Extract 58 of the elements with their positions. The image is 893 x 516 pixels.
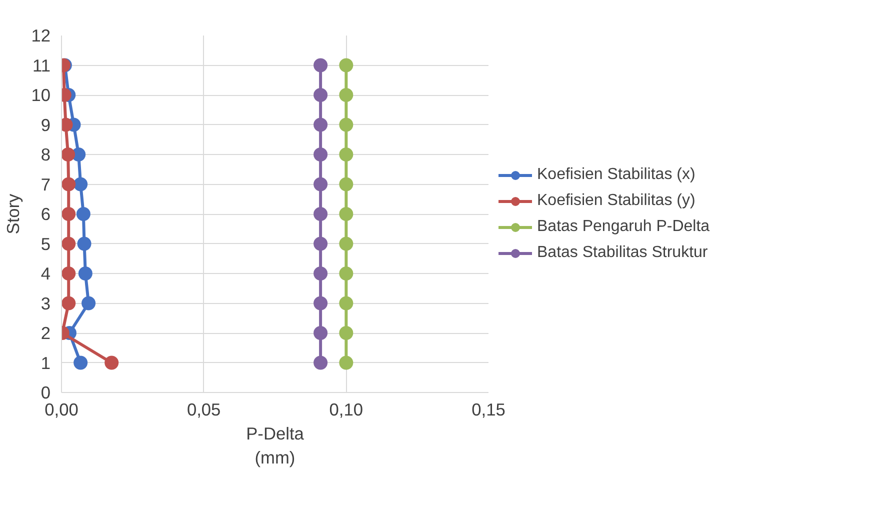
legend-label: Koefisien Stabilitas (y) [537,192,696,210]
point [314,207,328,221]
point [82,296,96,310]
y-tick-label: 7 [40,174,51,194]
y-tick-label: 10 [31,85,51,105]
point [74,356,88,370]
point [339,266,354,280]
point [339,207,354,221]
x-tick-label: 0,10 [329,400,364,420]
x-axis-title: P-Delta (mm) [246,424,304,468]
x-tick-label: 0,15 [472,400,506,420]
x-tick-label: 0,00 [44,400,78,420]
point [314,177,328,192]
point [314,58,328,72]
point [339,88,354,102]
point [339,356,354,370]
legend-label: Koefisien Stabilitas (x) [537,166,696,184]
point [76,207,90,221]
y-tick-label: 0 [40,382,51,402]
y-tick-label: 6 [40,204,51,224]
point [339,236,354,251]
y-axis-title: Story [3,193,24,234]
point [339,118,354,132]
point [339,148,354,162]
point [339,296,354,310]
point [62,177,76,192]
point [62,266,76,280]
y-tick-label: 1 [40,352,51,373]
point [314,266,328,280]
point [78,266,92,280]
point [62,207,76,221]
y-tick-label: 8 [40,144,51,164]
y-tick-label: 4 [40,264,51,284]
legend-label: Batas Pengaruh P-Delta [537,218,710,236]
point [314,326,328,340]
point [314,118,328,132]
point [62,296,76,310]
point [339,177,354,192]
point [314,88,328,102]
legend-label: Batas Stabilitas Struktur [537,244,708,262]
point [314,148,328,162]
point [339,326,354,340]
point [314,296,328,310]
point [314,356,328,370]
point [62,148,76,162]
point [77,236,92,251]
point [339,58,354,72]
point [314,236,328,251]
point [74,177,88,192]
point [62,236,76,251]
y-tick-label: 9 [40,114,51,135]
y-tick-label: 2 [40,323,51,343]
point [104,356,119,370]
x-tick-label: 0,05 [186,400,221,420]
y-tick-label: 3 [40,293,51,314]
y-tick-label: 12 [31,26,51,46]
y-tick-label: 5 [40,234,51,254]
y-tick-label: 11 [32,55,51,76]
